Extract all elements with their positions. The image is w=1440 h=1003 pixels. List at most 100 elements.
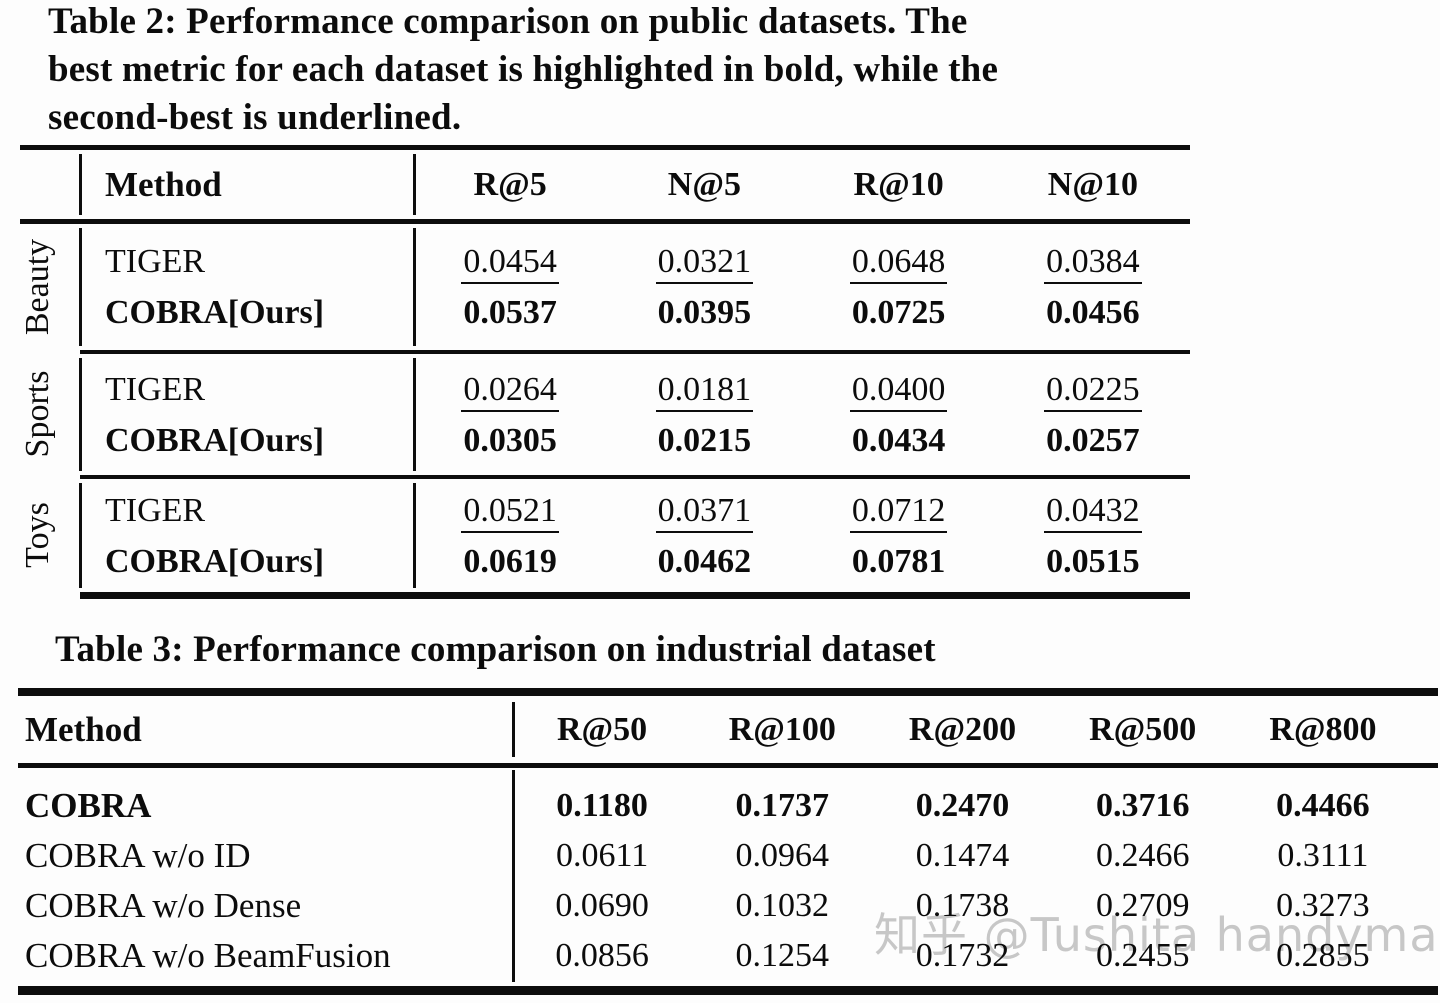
metric-value: 0.3111 [1277,837,1369,874]
metric-value: 0.0321 [607,242,801,284]
table3-header-rule [18,763,1438,768]
metric-value: 0.1180 [556,787,648,824]
vertical-rule [79,358,82,471]
metric-value: 0.0781 [851,542,946,580]
metric-value: 0.0371 [607,491,801,533]
metric-value: 0.0215 [657,421,752,459]
row-values: 0.0305 0.0215 0.0434 0.0257 [413,422,1190,460]
row-values: 0.0690 0.1032 0.1738 0.2709 0.3273 [512,887,1413,925]
row-values: 0.0611 0.0964 0.1474 0.2466 0.3111 [512,837,1413,875]
dataset-label-sports: Sports [19,370,56,458]
table3-col-header-r500: R@500 [1089,710,1197,748]
metric-value: 0.2466 [1095,837,1190,874]
underlined-value: 0.0400 [849,370,948,412]
table-row: COBRA 0.1180 0.1737 0.2470 0.3716 0.4466 [18,781,1438,831]
method-name: COBRA w/o ID [25,836,251,875]
metric-value: 0.0395 [657,293,752,331]
table2-col-header-r5: R@5 [473,165,547,203]
metric-value: 0.0964 [735,837,830,874]
metric-value: 0.1254 [735,937,830,974]
table2-col-header-method: Method [105,164,222,204]
table3-header-row: Method R@50 R@100 R@200 R@500 R@800 [18,696,1438,763]
underlined-value: 0.0712 [849,491,948,533]
metric-value: 0.2455 [1095,937,1190,974]
vertical-rule [413,483,416,588]
method-name: TIGER [105,370,206,408]
metric-value: 0.0619 [463,542,557,580]
vertical-rule [413,358,416,471]
table2-group-toys: TIGER 0.0521 0.0371 0.0712 0.0432 COBRA[… [20,479,1190,592]
metric-value: 0.4466 [1276,787,1370,824]
zhihu-watermark: 知乎 @Tushita handyman [874,908,1440,962]
metric-value: 0.0384 [996,242,1190,284]
metric-value: 0.0521 [413,491,607,533]
metric-value: 0.0648 [802,242,996,284]
method-name: COBRA[Ours] [105,293,325,331]
dataset-label-beauty: Beauty [19,238,56,336]
metric-value: 0.1737 [735,787,830,824]
metric-value: 0.0181 [607,370,801,412]
row-values: 0.0856 0.1254 0.1732 0.2455 0.2855 [512,937,1413,975]
metric-value: 0.0856 [555,937,649,974]
metric-value: 0.0515 [1046,542,1140,580]
metric-value: 0.0434 [851,421,946,459]
metric-value: 0.1738 [915,887,1010,924]
metric-value: 0.0432 [996,491,1190,533]
dataset-label-toys: Toys [19,502,56,568]
table2-header-metrics: R@5 N@5 R@10 N@10 [413,166,1190,204]
method-name: COBRA w/o Dense [25,886,302,925]
metric-value: 0.0690 [555,887,649,924]
table3-caption: Table 3: Performance comparison on indus… [55,629,936,670]
underlined-value: 0.0432 [1044,491,1142,533]
method-name: COBRA[Ours] [105,542,325,580]
underlined-value: 0.0384 [1044,242,1142,284]
table3-col-header-r100: R@100 [728,710,836,748]
underlined-value: 0.0181 [655,370,754,412]
table2-col-header-n10: N@10 [1047,165,1138,203]
method-name: COBRA [25,786,152,825]
table2-bottom-rule [80,592,1190,599]
table-row: COBRA[Ours] 0.0305 0.0215 0.0434 0.0257 [20,415,1190,466]
table3-col-header-r800: R@800 [1269,710,1377,748]
metric-value: 0.0257 [1046,421,1140,459]
vertical-rule [413,228,416,346]
underlined-value: 0.0225 [1044,370,1142,412]
metric-value: 0.0611 [555,837,649,874]
table2-caption-line1: Table 2: Performance comparison on publi… [48,1,968,42]
vertical-rule [512,702,515,757]
table2-group-separator [80,350,1190,354]
table3-bottom-rule [18,986,1438,995]
table2-group-beauty: TIGER 0.0454 0.0321 0.0648 0.0384 COBRA[… [20,224,1190,350]
underlined-value: 0.0371 [655,491,754,533]
method-name: TIGER [105,242,206,280]
metric-value: 0.2470 [915,787,1010,824]
table2: Method R@5 N@5 R@10 N@10 TIGER 0.0454 0.… [19,145,1190,599]
metric-value: 0.0537 [463,293,557,331]
table3-body: COBRA 0.1180 0.1737 0.2470 0.3716 0.4466… [18,768,1438,986]
metric-value: 0.3273 [1276,887,1370,924]
table2-header-rule [20,219,1190,224]
underlined-value: 0.0321 [655,242,754,284]
metric-value: 0.0264 [413,370,607,412]
metric-value: 0.0225 [996,370,1190,412]
metric-value: 0.1732 [915,937,1010,974]
table-row: COBRA w/o BeamFusion 0.0856 0.1254 0.173… [18,931,1438,981]
metric-value: 0.0725 [851,293,946,331]
table2-caption-line3: second-best is underlined. [48,97,462,138]
table2-col-header-r10: R@10 [853,165,944,203]
metric-value: 0.0305 [463,421,557,459]
metric-value: 0.0462 [657,542,752,580]
method-name: COBRA w/o BeamFusion [25,936,391,975]
metric-value: 0.2709 [1095,887,1190,924]
table2-group-sports: TIGER 0.0264 0.0181 0.0400 0.0225 COBRA[… [20,354,1190,475]
metric-value: 0.1032 [735,887,830,924]
metric-value: 0.0400 [802,370,996,412]
table2-top-rule [20,145,1190,150]
table2-caption: Table 2: Performance comparison on publi… [48,0,1178,142]
underlined-value: 0.0454 [461,242,559,284]
table3-header-metrics: R@50 R@100 R@200 R@500 R@800 [512,711,1413,749]
row-values: 0.0619 0.0462 0.0781 0.0515 [413,543,1190,581]
vertical-rule [79,483,82,588]
row-values: 0.0454 0.0321 0.0648 0.0384 [413,242,1190,284]
table2-caption-line2: best metric for each dataset is highligh… [48,49,999,90]
